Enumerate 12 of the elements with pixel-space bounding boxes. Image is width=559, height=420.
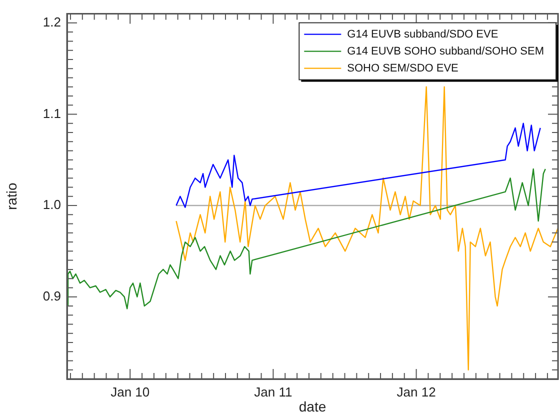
x-tick-label: Jan 12 xyxy=(396,384,436,400)
x-tick-label: Jan 11 xyxy=(254,384,292,400)
legend-label: SOHO SEM/SDO EVE xyxy=(347,62,458,74)
y-tick-label: 1.1 xyxy=(42,106,61,121)
x-tick-label: Jan 10 xyxy=(110,384,150,400)
y-axis-title: ratio xyxy=(3,182,20,210)
x-axis-title: date xyxy=(298,398,326,414)
y-tick-label: 0.9 xyxy=(42,288,61,304)
legend-label: G14 EUVB subband/SDO EVE xyxy=(347,28,498,40)
legend-label: G14 EUVB SOHO subband/SOHO SEM xyxy=(347,45,544,58)
y-tick-label: 1.0 xyxy=(42,197,61,212)
y-tick-label: 1.2 xyxy=(42,14,61,30)
